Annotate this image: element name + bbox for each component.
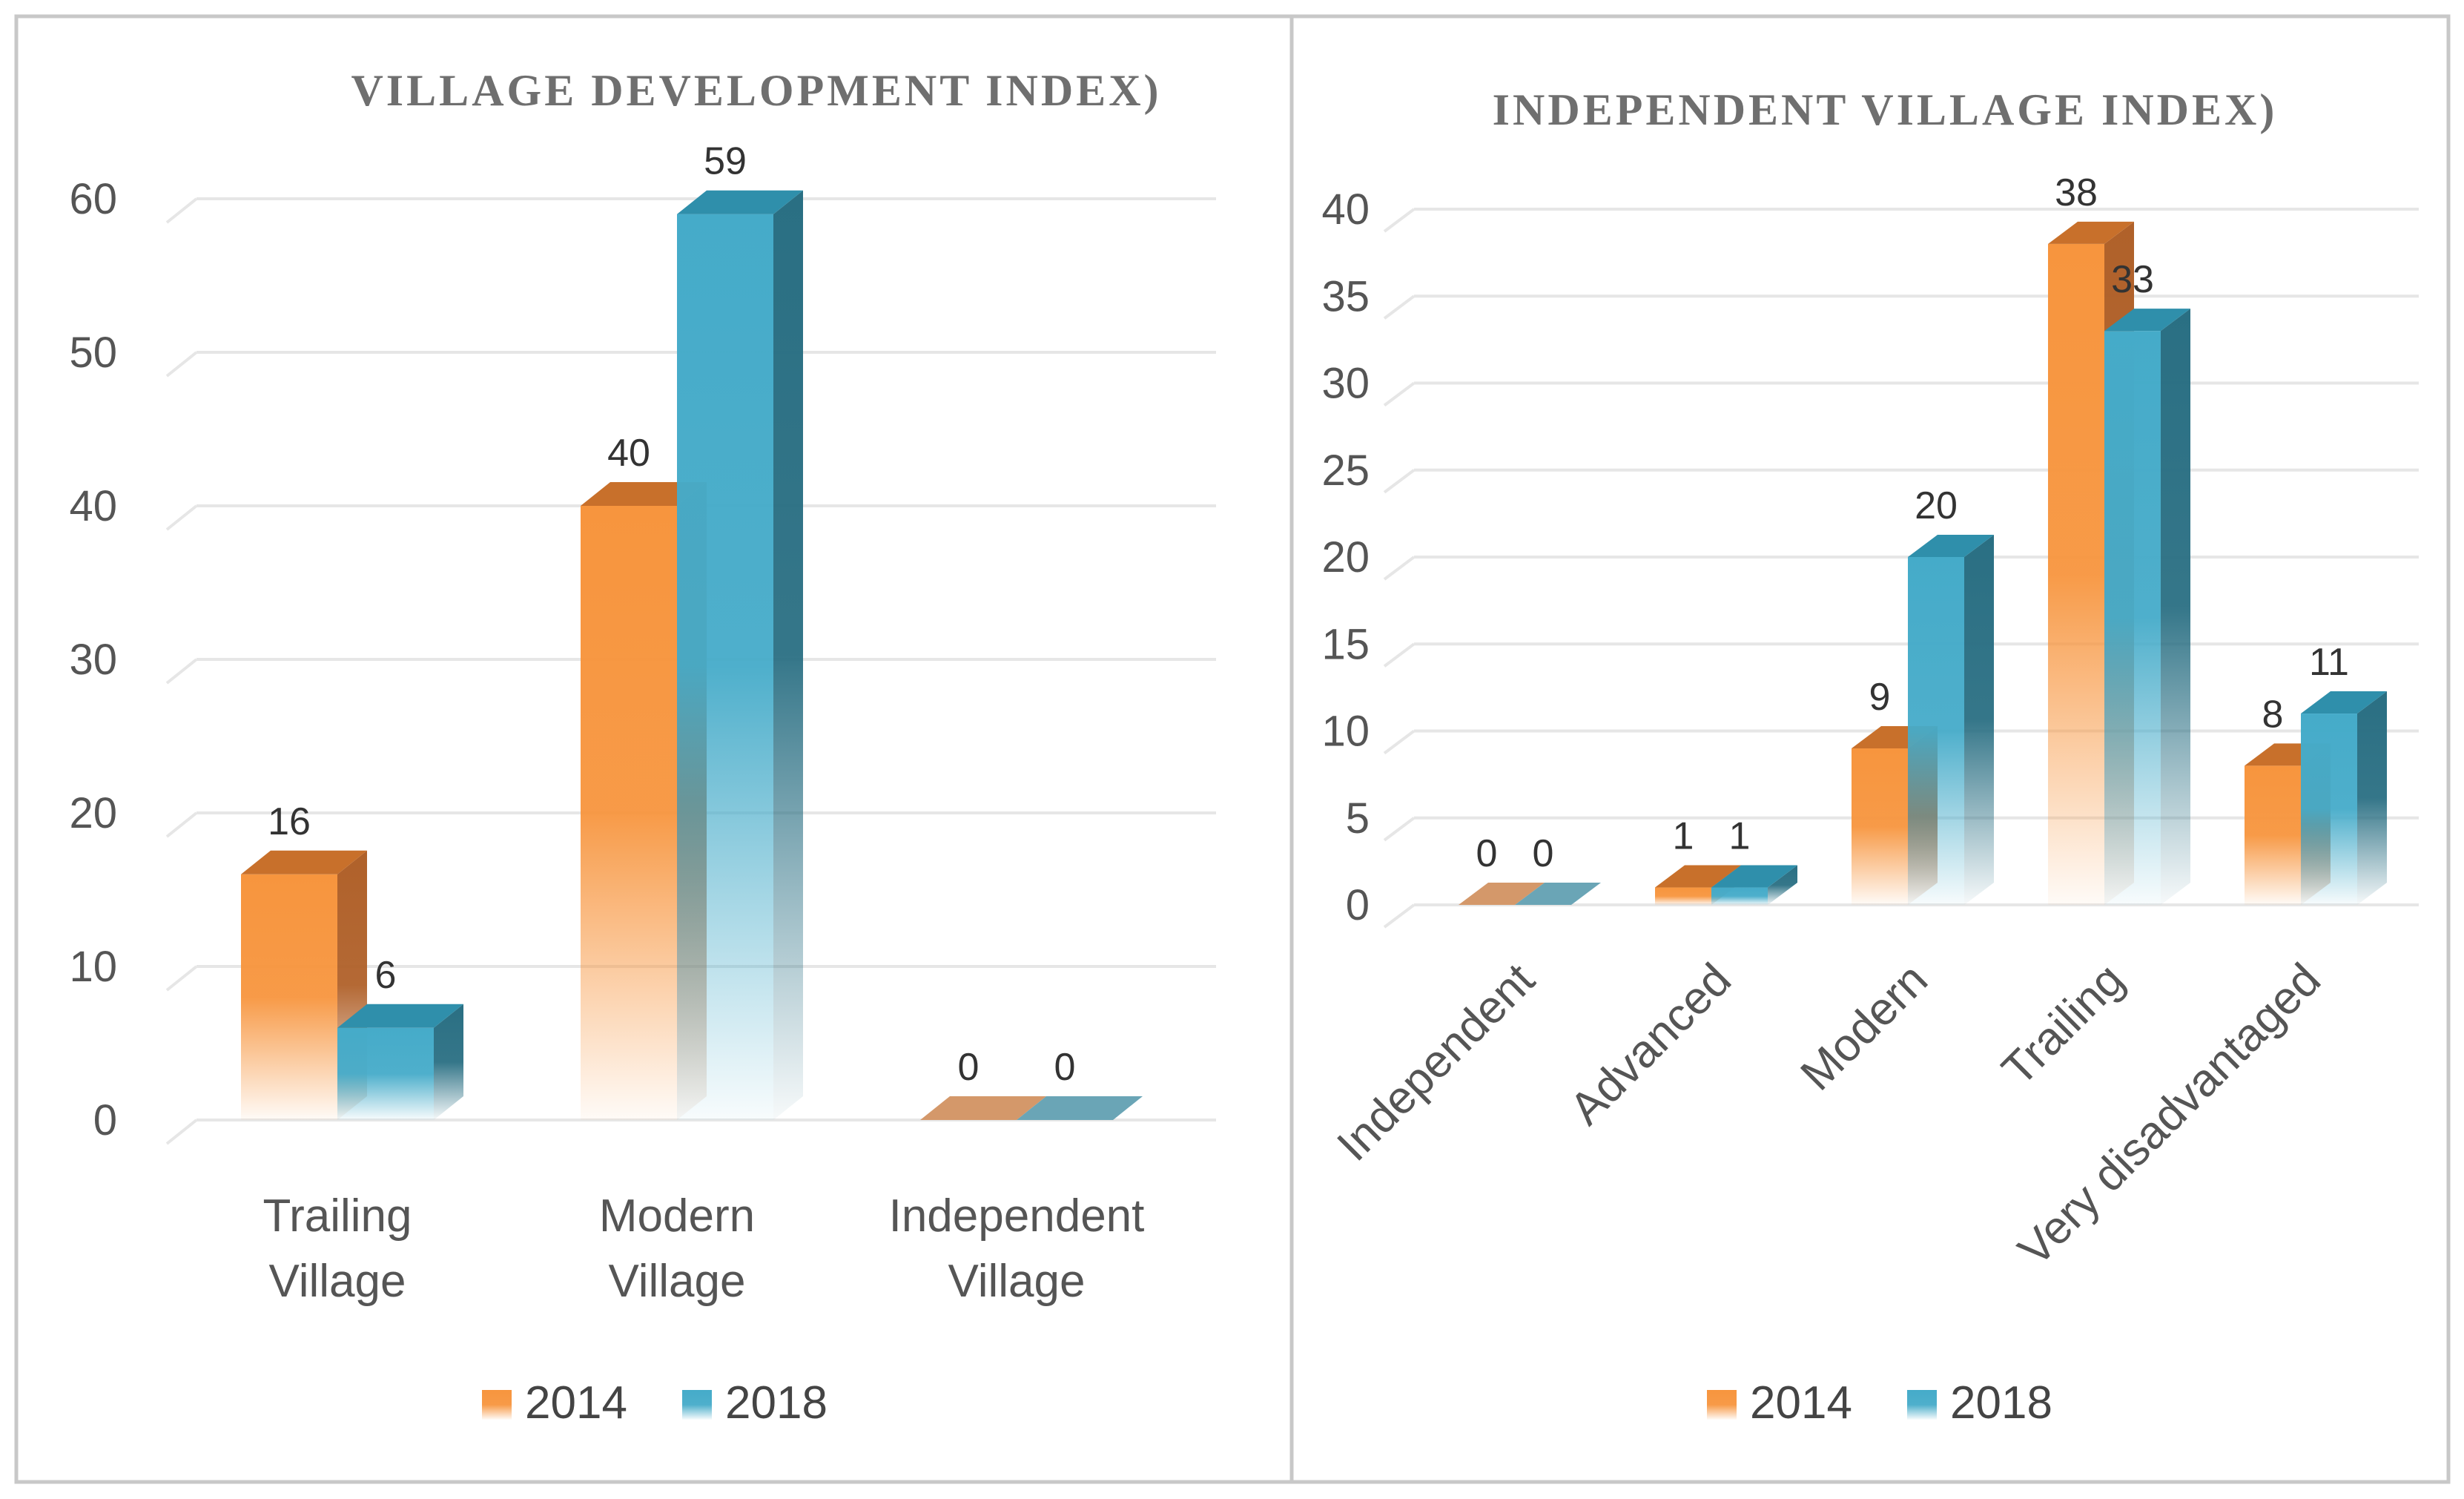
data-label-2018-trailing: 33: [2111, 258, 2154, 301]
y-tick-label: 15: [1321, 620, 1370, 668]
category-label-line: Trailing: [263, 1190, 412, 1242]
data-label-2014-advanced: 1: [1673, 815, 1694, 858]
bar-2018-modern: [1908, 535, 1994, 905]
bar-2018-independent-village: [1017, 1096, 1143, 1120]
legend-label-2014: 2014: [525, 1377, 627, 1429]
y-tick-label: 25: [1321, 447, 1370, 495]
gridline-perspective: [165, 197, 198, 224]
y-tick-label: 60: [69, 175, 117, 223]
y-axis-tick-labels: 0 5 10 15 20 25 30 35 40: [1321, 185, 1370, 929]
legend-label-2014: 2014: [1750, 1377, 1852, 1429]
gridline-perspective: [165, 504, 198, 531]
gridline-perspective: [1383, 556, 1416, 581]
bar-2018-trailing: [2104, 309, 2190, 905]
data-label-2018-independent-village: 0: [1054, 1046, 1076, 1089]
category-label-line: Independent: [889, 1190, 1145, 1242]
y-tick-label: 0: [1346, 881, 1370, 929]
gridline-perspective: [165, 1119, 198, 1145]
category-label-trailing: Trailing: [1992, 954, 2134, 1096]
village-development-index-svg: VILLAGE DEVELOPMENT INDEX)01020304050601…: [14, 14, 1292, 1484]
independent-village-index-svg: INDEPENDENT VILLAGE INDEX)05101520253035…: [1292, 14, 2451, 1484]
category-label-line: Modern: [599, 1190, 755, 1242]
bar-2018-trailing-village: [337, 1004, 463, 1120]
gridline-perspective: [1383, 729, 1416, 755]
data-label-2018-trailing-village: 6: [375, 954, 397, 997]
data-label-2014-trailing: 38: [2055, 171, 2098, 214]
y-tick-label: 10: [69, 943, 117, 991]
y-tick-label: 20: [1321, 533, 1370, 582]
data-labels: 16 6 40 59 0 0: [268, 140, 1075, 1089]
chart-title: INDEPENDENT VILLAGE INDEX): [1493, 85, 2278, 134]
gridline-perspective: [1383, 817, 1416, 842]
y-tick-label: 30: [1321, 360, 1370, 408]
bar-2018-very-disadvantaged: [2301, 691, 2387, 905]
data-label-2014-modern: 9: [1869, 676, 1891, 719]
y-axis-tick-labels: 0 10 20 30 40 50 60: [69, 175, 117, 1144]
category-label-line: Village: [608, 1256, 745, 1307]
category-label-modern: Modern: [1791, 954, 1937, 1100]
y-tick-label: 40: [1321, 185, 1370, 234]
data-label-2018-independent: 0: [1533, 832, 1554, 875]
category-label-line: Village: [948, 1256, 1085, 1307]
gridline-perspective: [1383, 903, 1416, 929]
bars: [241, 190, 1143, 1121]
category-label-advanced: Advanced: [1560, 954, 1741, 1135]
data-label-2014-independent: 0: [1476, 832, 1498, 875]
gridline-perspective: [1383, 294, 1416, 320]
data-labels: 0 0 1 1 9 20 38 33 8 11: [1476, 171, 2349, 875]
gridline-perspective: [1383, 208, 1416, 233]
legend-label-2018: 2018: [725, 1377, 828, 1429]
legend-swatch-2014: [1707, 1390, 1737, 1420]
y-tick-label: 10: [1321, 708, 1370, 756]
data-label-2018-very-disadvantaged: 11: [2309, 641, 2349, 684]
y-tick-label: 5: [1346, 794, 1370, 843]
bar-2014-independent-village: [920, 1096, 1046, 1120]
y-tick-label: 0: [93, 1096, 117, 1144]
gridline-perspective: [1383, 642, 1416, 668]
legend-label-2018: 2018: [1950, 1377, 2052, 1429]
legend-swatch-2018: [682, 1390, 712, 1420]
data-label-2018-advanced: 1: [1729, 815, 1751, 858]
chart-border: [14, 14, 1292, 1484]
data-label-2014-modern-village: 40: [607, 432, 650, 475]
gridline-perspective: [165, 811, 198, 838]
bar-2018-advanced: [1711, 865, 1797, 905]
gridline-perspective: [165, 351, 198, 378]
chart-title: VILLAGE DEVELOPMENT INDEX): [351, 66, 1161, 115]
bar-2018-independent: [1515, 883, 1601, 905]
data-label-2018-modern-village: 59: [704, 140, 747, 183]
bar-2018-modern-village: [677, 190, 803, 1121]
chart-border: [1292, 14, 2451, 1484]
village-development-index-chart: VILLAGE DEVELOPMENT INDEX) 0 10 20 30 40 50 60 1…: [14, 14, 1292, 1484]
y-tick-label: 50: [69, 329, 117, 377]
category-label-line: Village: [268, 1256, 406, 1307]
y-tick-label: 35: [1321, 272, 1370, 320]
y-tick-label: 30: [69, 636, 117, 684]
legend: 2014 2018: [1707, 1377, 2052, 1429]
data-label-2018-modern: 20: [1915, 484, 1958, 527]
legend-swatch-2018: [1907, 1390, 1937, 1420]
y-tick-label: 20: [69, 789, 117, 837]
independent-village-index-chart: INDEPENDENT VILLAGE INDEX) 0 5 10 15 20 25 30 35…: [1292, 0, 2464, 1499]
gridline-perspective: [165, 965, 198, 992]
gridline-perspective: [1383, 469, 1416, 494]
legend: 2014 2018: [482, 1377, 828, 1429]
bars: [1459, 221, 2387, 905]
category-label-independent: Independent: [1327, 954, 1545, 1171]
legend-swatch-2014: [482, 1390, 512, 1420]
data-label-2014-independent-village: 0: [958, 1046, 980, 1089]
y-tick-label: 40: [69, 482, 117, 530]
gridline-perspective: [1383, 381, 1416, 407]
bar-2014-independent: [1459, 883, 1545, 905]
data-label-2014-trailing-village: 16: [268, 800, 311, 843]
gridline-perspective: [165, 658, 198, 685]
data-label-2014-very-disadvantaged: 8: [2262, 693, 2284, 736]
x-axis-category-labels: Trailing Village Modern Village Independent V…: [263, 1190, 1145, 1307]
